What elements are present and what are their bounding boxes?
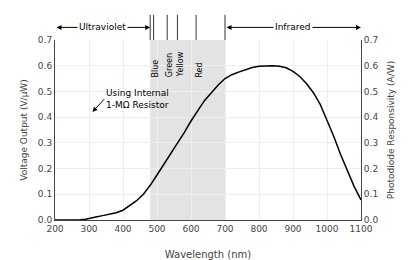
svg-text:Photodiode Responsivity (A/W): Photodiode Responsivity (A/W)	[386, 61, 396, 199]
svg-text:0.0: 0.0	[38, 215, 53, 225]
svg-text:Green: Green	[165, 53, 174, 77]
svg-text:Blue: Blue	[151, 60, 160, 78]
svg-text:Voltage Output (V/μW): Voltage Output (V/μW)	[19, 79, 29, 181]
svg-text:1100: 1100	[350, 224, 373, 234]
svg-text:900: 900	[284, 224, 301, 234]
svg-text:Ultraviolet: Ultraviolet	[79, 22, 126, 32]
svg-text:0.7: 0.7	[364, 35, 378, 45]
svg-text:300: 300	[80, 224, 97, 234]
svg-text:0.0: 0.0	[364, 215, 379, 225]
svg-text:0.3: 0.3	[38, 138, 52, 148]
svg-text:0.1: 0.1	[38, 189, 52, 199]
svg-text:0.6: 0.6	[38, 61, 53, 71]
svg-text:0.4: 0.4	[364, 112, 379, 122]
svg-text:0.6: 0.6	[364, 61, 379, 71]
svg-text:0.5: 0.5	[364, 87, 378, 97]
svg-text:0.1: 0.1	[364, 189, 378, 199]
svg-text:1000: 1000	[316, 224, 339, 234]
svg-text:800: 800	[250, 224, 267, 234]
svg-text:400: 400	[114, 224, 131, 234]
svg-text:0.2: 0.2	[38, 164, 52, 174]
svg-text:Red: Red	[195, 62, 204, 77]
svg-text:Wavelength (nm): Wavelength (nm)	[165, 249, 251, 260]
svg-text:Using Internal1-MΩ Resistor: Using Internal1-MΩ Resistor	[106, 88, 169, 110]
svg-text:200: 200	[46, 224, 63, 234]
svg-text:0.2: 0.2	[364, 164, 378, 174]
svg-text:500: 500	[148, 224, 165, 234]
svg-text:600: 600	[182, 224, 199, 234]
svg-text:0.7: 0.7	[38, 35, 52, 45]
svg-text:0.3: 0.3	[364, 138, 378, 148]
svg-text:Yellow: Yellow	[176, 51, 185, 77]
svg-text:700: 700	[216, 224, 233, 234]
svg-text:Infrared: Infrared	[275, 22, 311, 32]
svg-text:0.5: 0.5	[38, 87, 52, 97]
svg-text:0.4: 0.4	[38, 112, 53, 122]
